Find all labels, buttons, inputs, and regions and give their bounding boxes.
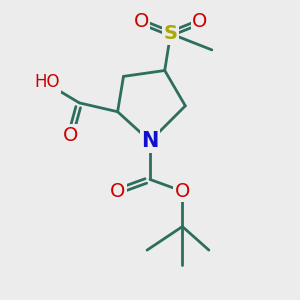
Text: O: O	[192, 12, 208, 32]
Text: O: O	[134, 12, 149, 32]
Text: HO: HO	[34, 73, 60, 91]
Text: O: O	[63, 126, 78, 145]
Text: S: S	[164, 24, 178, 43]
Text: O: O	[110, 182, 125, 201]
Text: N: N	[141, 131, 159, 151]
Text: O: O	[175, 182, 190, 201]
